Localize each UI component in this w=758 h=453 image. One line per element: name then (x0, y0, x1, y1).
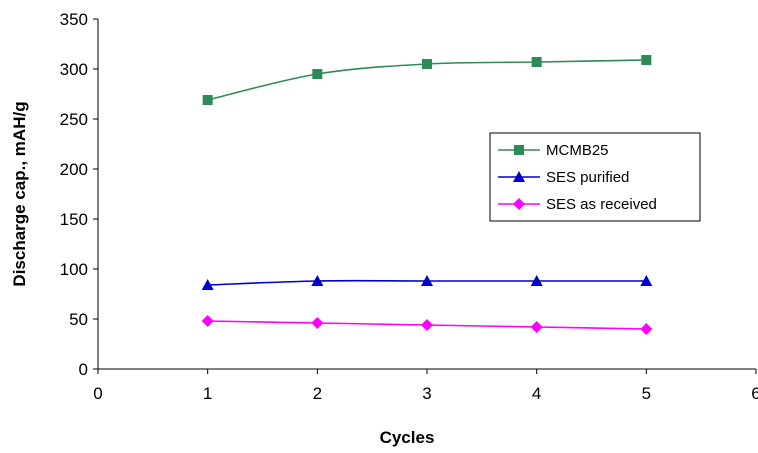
y-tick-label: 50 (69, 310, 88, 329)
y-tick-label: 300 (60, 60, 88, 79)
x-tick-label: 1 (203, 384, 212, 403)
legend: MCMB25 SES purified SES as received (489, 132, 701, 222)
x-tick-label: 4 (532, 384, 541, 403)
y-tick-label: 150 (60, 210, 88, 229)
y-tick-label: 0 (79, 360, 88, 379)
data-point (640, 275, 653, 286)
x-axis-title: Cycles (380, 428, 435, 447)
x-tick-label: 2 (313, 384, 322, 403)
data-point (422, 59, 432, 69)
data-point (202, 95, 213, 105)
y-tick-label: 100 (60, 260, 88, 279)
legend-marker (513, 198, 525, 210)
legend-item: SES purified (498, 169, 629, 186)
y-tick-label: 200 (60, 160, 88, 179)
data-point (530, 321, 543, 333)
legend-marker (514, 145, 524, 155)
y-tick-label: 250 (60, 110, 88, 129)
legend-item: SES as received (498, 196, 657, 213)
data-point (531, 57, 542, 67)
series-ses-purified (201, 275, 653, 290)
data-point (421, 275, 433, 286)
data-point (421, 319, 433, 331)
x-tick-label: 3 (422, 384, 431, 403)
legend-label: SES purified (546, 169, 629, 186)
data-point (201, 315, 214, 327)
legend-label: SES as received (546, 196, 657, 213)
x-tick-label: 6 (751, 384, 758, 403)
data-point (641, 55, 652, 65)
data-point (530, 275, 543, 286)
series-ses-as-received (201, 315, 653, 335)
x-tick-group: 0 1 2 3 4 5 6 (93, 369, 758, 403)
data-point (311, 317, 324, 329)
y-tick-group: 0 50 100 150 200 250 300 350 (60, 10, 98, 379)
data-point (201, 279, 214, 290)
x-tick-label: 5 (642, 384, 651, 403)
data-point (312, 69, 323, 79)
y-axis-title: Discharge cap., mAH/g (10, 101, 29, 286)
series-mcmb25 (202, 55, 652, 105)
legend-label: MCMB25 (546, 142, 609, 159)
legend-item: MCMB25 (498, 142, 609, 159)
x-tick-label: 0 (93, 384, 102, 403)
legend-marker (513, 171, 525, 182)
data-point (640, 323, 653, 335)
data-point (311, 275, 324, 286)
series-layer (201, 55, 653, 335)
y-tick-label: 350 (60, 10, 88, 29)
